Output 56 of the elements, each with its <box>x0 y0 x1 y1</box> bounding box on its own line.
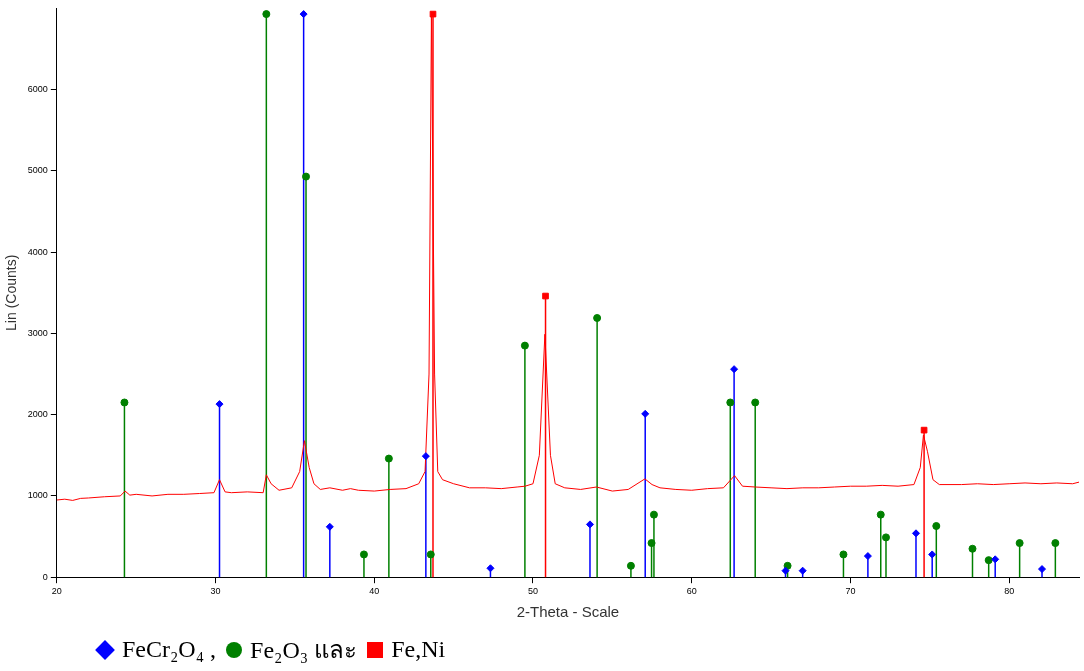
y-tick-label: 1000 <box>27 490 48 501</box>
point <box>215 400 224 409</box>
point <box>299 10 308 19</box>
point <box>649 510 658 519</box>
point <box>911 529 920 538</box>
x-tick-label: 70 <box>845 586 856 597</box>
point <box>730 365 739 374</box>
point <box>429 10 437 18</box>
point <box>932 522 941 531</box>
point <box>920 426 928 434</box>
y-tick-label: 6000 <box>27 84 48 95</box>
point <box>647 539 656 548</box>
y-tick-label: 5000 <box>27 165 48 176</box>
point <box>876 510 885 519</box>
point <box>881 533 890 542</box>
point <box>863 552 872 561</box>
legend-label: Fe₂O₃ และ <box>250 636 358 665</box>
point <box>593 313 602 322</box>
legend-label: Fe,Ni <box>391 636 446 663</box>
x-tick-label: 40 <box>369 586 380 597</box>
point <box>426 550 435 559</box>
point <box>302 172 311 181</box>
point <box>984 556 993 565</box>
point <box>626 561 635 570</box>
point <box>384 454 393 463</box>
x-axis-title: 2-Theta - Scale <box>516 603 620 621</box>
point <box>839 550 848 559</box>
x-tick-label: 20 <box>51 586 62 597</box>
point <box>542 292 549 300</box>
y-axis-title: Lin (Counts) <box>3 254 20 331</box>
point <box>1038 565 1047 574</box>
point <box>751 398 760 407</box>
y-tick-label: 4000 <box>27 246 48 257</box>
point <box>726 398 735 407</box>
point <box>641 409 650 418</box>
y-tick-label: 0 <box>42 571 48 582</box>
x-tick-label: 50 <box>527 586 538 597</box>
point <box>421 452 430 461</box>
y-tick-label: 3000 <box>27 327 48 338</box>
point <box>585 520 594 529</box>
y-tick-label: 2000 <box>27 409 48 420</box>
point <box>486 564 495 573</box>
point <box>520 341 529 350</box>
point <box>359 550 368 559</box>
x-tick-label: 60 <box>686 586 697 597</box>
point <box>325 522 334 531</box>
point <box>968 544 977 553</box>
point <box>1051 539 1060 548</box>
point <box>991 555 1000 564</box>
point <box>262 10 271 19</box>
x-tick-label: 30 <box>210 586 221 597</box>
x-tick-label: 80 <box>1004 586 1015 597</box>
legend-label: FeCr₂O₄ , <box>122 636 217 663</box>
point <box>928 550 937 559</box>
point <box>1015 539 1024 548</box>
point <box>120 398 129 407</box>
